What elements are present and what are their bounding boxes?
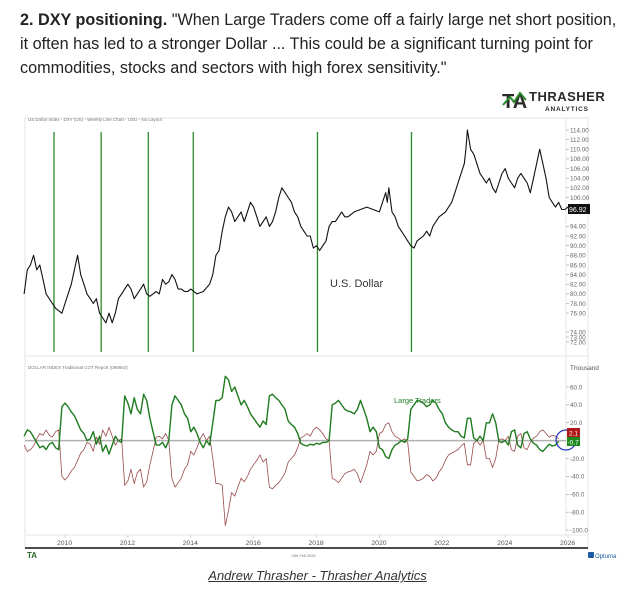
bottom-panel-title: DOLLAR INDEX Traditional COT Report (098…	[28, 365, 128, 370]
y-tick-label: 94.00	[570, 224, 586, 231]
last-price-marker: 96.92	[568, 204, 590, 214]
y-tick-label: 60.0	[570, 384, 583, 391]
y-tick-label: 40.0	[570, 402, 583, 409]
article-quote: "When Large Traders come off a fairly la…	[20, 11, 617, 77]
y-tick-label: 73.00	[570, 334, 586, 341]
y-tick-label: 92.00	[570, 233, 586, 240]
y-tick-label: -100.0	[570, 527, 588, 534]
y-tick-label: 78.00	[570, 301, 586, 308]
large-traders-last-label: -0.7	[568, 440, 580, 447]
y-tick-label: -20.0	[570, 456, 585, 463]
y-tick-label: -40.0	[570, 474, 585, 481]
x-tick-label: 2020	[371, 540, 386, 547]
cot-last-values: 2.1 -0.7	[567, 428, 580, 447]
top-series	[23, 129, 569, 324]
top-panel-title: US Dollar Index - DXY (US) - Weekly Line…	[28, 117, 163, 122]
x-tick-label: 2016	[246, 540, 261, 547]
footer-logo: TA	[27, 551, 37, 560]
footer-vendor: Optuma	[595, 554, 617, 560]
y-tick-label: 20.0	[570, 420, 583, 427]
x-tick-label: 2012	[120, 540, 135, 547]
y-tick-label: 102.00	[570, 185, 590, 192]
top-y-axis: 114.00 112.00 110.00 108.00 106.00 104.00 102.…	[566, 127, 590, 346]
commercials-badge	[567, 428, 580, 437]
x-tick-label: 2014	[183, 540, 198, 547]
x-axis: 2010 2012 2014 2016 2018 2020 2022 2024 2026	[57, 535, 575, 547]
last-price-badge	[568, 204, 590, 214]
logo-trend-icon	[502, 91, 527, 106]
last-price-label: 96.92	[569, 207, 587, 214]
bottom-yaxis-unit: Thousand	[570, 365, 599, 372]
x-tick-label: 2018	[309, 540, 324, 547]
y-tick-label: 82.00	[570, 282, 586, 289]
y-tick-label: -60.0	[570, 492, 585, 499]
commercials-line	[23, 422, 559, 526]
logo-name: THRASHER	[529, 89, 605, 104]
y-tick-label: 112.00	[570, 137, 589, 144]
dollar-index-line	[23, 129, 569, 324]
y-tick-label: 72.00	[570, 339, 586, 346]
y-tick-label: 76.00	[570, 310, 586, 317]
large-traders-annotation: Large Traders	[394, 396, 441, 405]
large-traders-line	[23, 375, 560, 460]
logo-sub: ANALYTICS	[545, 106, 589, 113]
x-tick-label: 2026	[560, 540, 575, 547]
dxy-cot-chart: TA THRASHER ANALYTICS US Dollar Index - …	[23, 89, 617, 560]
us-dollar-annotation: U.S. Dollar	[330, 278, 384, 290]
image-caption-link[interactable]: Andrew Thrasher - Thrasher Analytics	[208, 568, 427, 583]
y-tick-label: 74.00	[570, 329, 586, 336]
article-heading: 2. DXY positioning.	[20, 11, 168, 29]
x-tick-label: 2010	[57, 540, 72, 547]
y-tick-label: 86.00	[570, 262, 586, 269]
x-tick-label: 2024	[497, 540, 512, 547]
y-tick-label: 108.00	[570, 156, 590, 163]
optuma-icon	[588, 552, 594, 558]
y-tick-label: -80.0	[570, 509, 585, 516]
y-tick-label: 110.00	[570, 147, 589, 154]
x-tick-label: 2022	[434, 540, 449, 547]
y-tick-label: 104.00	[570, 176, 590, 183]
thrasher-logo: TA THRASHER ANALYTICS	[502, 89, 605, 113]
chart-frame	[24, 117, 589, 549]
y-tick-label: 114.00	[570, 127, 589, 134]
article-paragraph: 2. DXY positioning. "When Large Traders …	[20, 8, 620, 80]
large-traders-badge	[567, 437, 580, 446]
footer-date: 13th Feb 2026	[291, 554, 316, 558]
commercials-last-label: 2.1	[569, 431, 578, 438]
y-tick-label: 100.00	[570, 195, 590, 202]
y-tick-label: 90.00	[570, 243, 586, 250]
bottom-series	[23, 375, 560, 526]
y-tick-label: 80.00	[570, 291, 586, 298]
bottom-y-axis: 60.0 40.0 20.0 -20.0 -40.0 -60.0 -80.0 -100.0	[566, 384, 588, 534]
y-tick-label: 106.00	[570, 166, 590, 173]
chart-container: TA THRASHER ANALYTICS US Dollar Index - …	[0, 80, 635, 570]
y-tick-label: 88.00	[570, 253, 586, 260]
y-tick-label: 84.00	[570, 272, 586, 279]
